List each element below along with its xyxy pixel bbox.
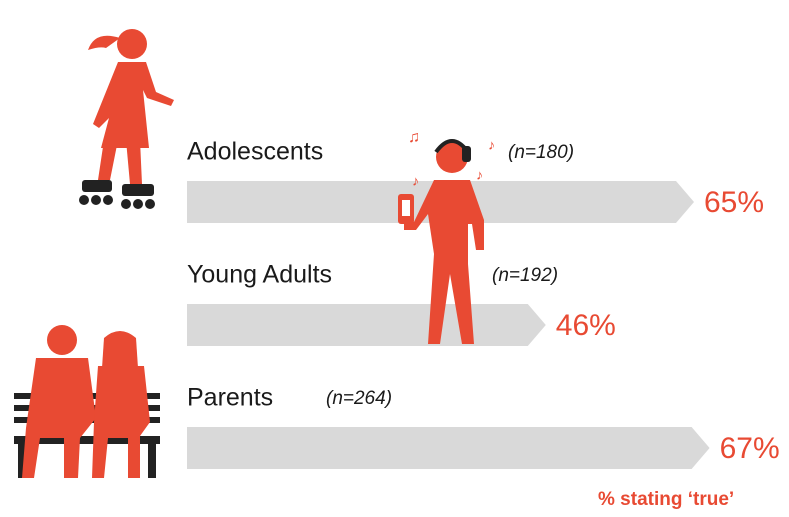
category-label: Young Adults	[187, 261, 332, 289]
category-label: Parents	[187, 384, 273, 412]
chart: ♫ ♪ ♪ ♪ % stating ‘true’ Adolescents (n=1…	[0, 0, 789, 517]
arrow-bar	[187, 304, 546, 346]
sample-size: (n=264)	[326, 388, 392, 409]
category-label: Adolescents	[187, 138, 323, 166]
value-label: 46%	[556, 309, 616, 342]
svg-text:♪: ♪	[476, 167, 483, 183]
sample-size: (n=192)	[492, 265, 558, 286]
adolescent-icon	[79, 29, 174, 209]
value-label: 67%	[720, 432, 780, 465]
svg-text:♫: ♫	[408, 129, 420, 146]
value-label: 65%	[704, 186, 764, 219]
sample-size: (n=180)	[508, 142, 574, 163]
footnote: % stating ‘true’	[598, 489, 734, 510]
arrow-bar	[187, 427, 710, 469]
parents-icon	[14, 325, 160, 478]
svg-text:♪: ♪	[412, 173, 419, 189]
svg-text:♪: ♪	[488, 137, 495, 153]
